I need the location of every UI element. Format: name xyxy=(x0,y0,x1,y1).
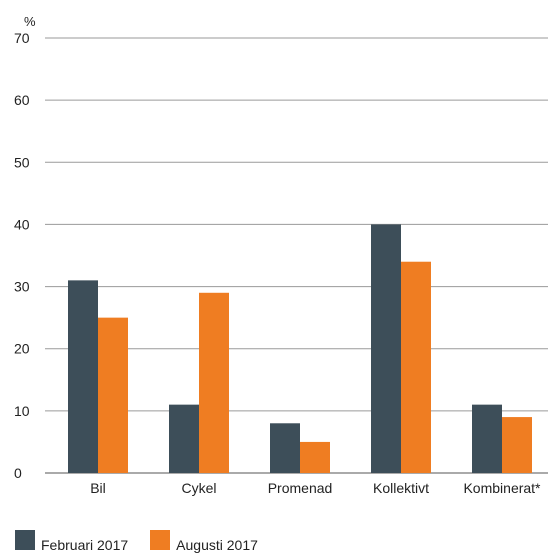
y-axis-ticks: 0 10 20 30 40 50 60 70 xyxy=(14,30,30,481)
bar-1-kombinerat xyxy=(472,404,502,473)
y-tick-label: 50 xyxy=(14,154,30,170)
bar-2-bil xyxy=(98,317,128,473)
y-tick-label: 0 xyxy=(14,465,22,481)
bar-1-bil xyxy=(68,280,98,473)
x-tick-label: Bil xyxy=(90,480,106,496)
bar-1-promenad xyxy=(270,423,300,473)
y-tick-label: 30 xyxy=(14,279,30,295)
legend-item-series-1: Februari 2017 xyxy=(15,530,128,553)
x-tick-label: Kollektivt xyxy=(373,480,429,496)
bar-2-kollektivt xyxy=(401,261,431,473)
x-tick-label: Kombinerat* xyxy=(463,480,541,496)
legend: Februari 2017 Augusti 2017 xyxy=(15,530,280,553)
bar-2-kombinerat xyxy=(502,417,532,473)
y-tick-label: 70 xyxy=(14,30,30,46)
legend-swatch-series-1 xyxy=(15,530,35,550)
y-axis-label: % xyxy=(24,14,36,29)
legend-item-series-2: Augusti 2017 xyxy=(150,530,258,553)
legend-swatch-series-2 xyxy=(150,530,171,550)
x-axis-ticks: Bil Cykel Promenad Kollektivt Kombinerat* xyxy=(90,480,541,496)
x-tick-label: Promenad xyxy=(268,480,333,496)
bar-1-cykel xyxy=(169,404,199,473)
y-tick-label: 10 xyxy=(14,403,30,419)
legend-label-series-1: Februari 2017 xyxy=(41,537,129,553)
y-tick-label: 40 xyxy=(14,216,30,232)
bar-1-kollektivt xyxy=(371,224,401,473)
bar-2-promenad xyxy=(300,441,330,473)
y-tick-label: 20 xyxy=(14,341,30,357)
gridlines xyxy=(45,37,548,474)
x-tick-label: Cykel xyxy=(181,480,216,496)
y-tick-label: 60 xyxy=(14,92,30,108)
bar-2-cykel xyxy=(199,292,229,473)
legend-label-series-2: Augusti 2017 xyxy=(176,537,258,553)
bars xyxy=(68,224,532,473)
